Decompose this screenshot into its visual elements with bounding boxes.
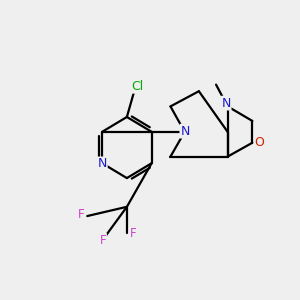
Text: F: F	[78, 208, 85, 221]
Text: F: F	[130, 227, 136, 240]
Text: O: O	[255, 136, 265, 149]
Text: Cl: Cl	[132, 80, 144, 93]
Text: F: F	[100, 234, 106, 247]
Text: N: N	[221, 97, 231, 110]
Text: N: N	[180, 125, 190, 138]
Text: N: N	[98, 158, 107, 170]
